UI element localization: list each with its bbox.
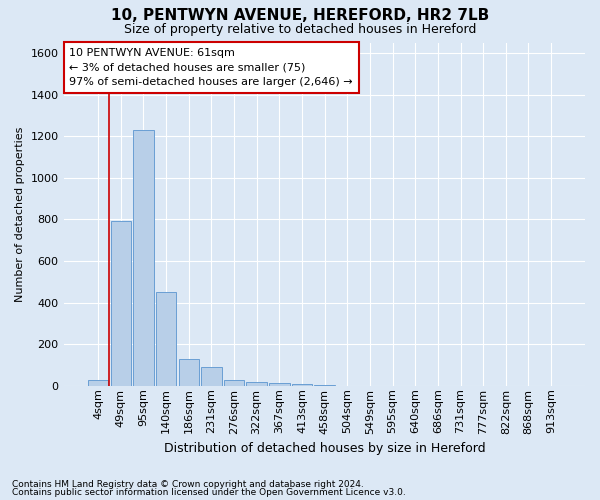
Bar (292, 384, 312, 386)
Bar (133, 130, 154, 386)
Text: 10, PENTWYN AVENUE, HEREFORD, HR2 7LB: 10, PENTWYN AVENUE, HEREFORD, HR2 7LB (111, 8, 489, 22)
Bar (156, 292, 176, 386)
Bar (314, 384, 335, 386)
Bar (88, 380, 108, 386)
Y-axis label: Number of detached properties: Number of detached properties (15, 126, 25, 302)
Text: 10 PENTWYN AVENUE: 61sqm
← 3% of detached houses are smaller (75)
97% of semi-de: 10 PENTWYN AVENUE: 61sqm ← 3% of detache… (70, 48, 353, 87)
Bar (110, 222, 131, 386)
Bar (179, 358, 199, 386)
Text: Contains public sector information licensed under the Open Government Licence v3: Contains public sector information licen… (12, 488, 406, 497)
Bar (201, 367, 221, 386)
Text: Size of property relative to detached houses in Hereford: Size of property relative to detached ho… (124, 22, 476, 36)
Bar (247, 382, 267, 386)
Bar (269, 382, 290, 386)
X-axis label: Distribution of detached houses by size in Hereford: Distribution of detached houses by size … (164, 442, 485, 455)
Bar (224, 380, 244, 386)
Text: Contains HM Land Registry data © Crown copyright and database right 2024.: Contains HM Land Registry data © Crown c… (12, 480, 364, 489)
